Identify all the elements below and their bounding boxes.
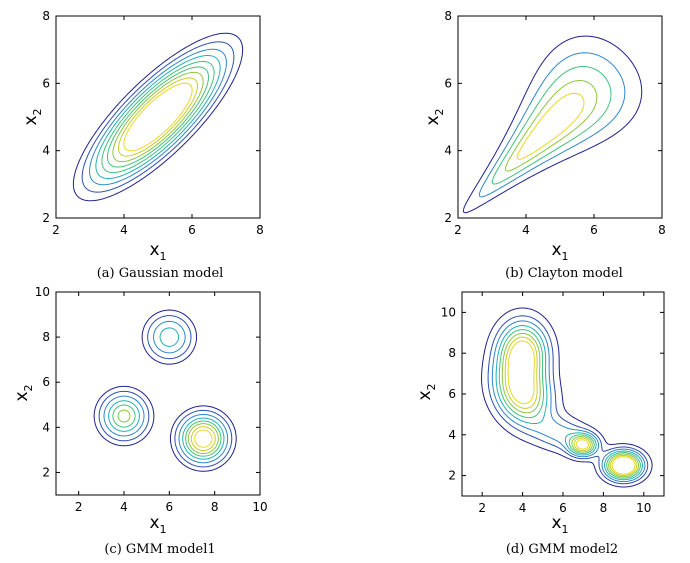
contour-lines-a: [72, 32, 244, 202]
y-axis-label-a: x2: [21, 108, 44, 125]
contour-level-d-7: [504, 336, 638, 476]
contour-level-c-2: [98, 315, 233, 468]
x-tick-label-d: 6: [559, 501, 567, 515]
contour-lines-d: [481, 307, 653, 488]
contour-level-c-3: [103, 320, 229, 464]
contour-level-a-8: [118, 77, 198, 157]
x-tick-label-c: 2: [75, 500, 83, 514]
ticks-a: 2 4 6 8 2 4 6 8: [42, 9, 263, 237]
panel-b: 2 4 6 8 2 4 6 8 x1 x2 (b) Clayton model: [423, 9, 666, 281]
contour-level-a-4: [95, 55, 221, 179]
x-axis-label-d: x1: [551, 513, 568, 536]
x-tick-label-a: 2: [52, 223, 60, 237]
x-tick-label-d: 4: [519, 501, 527, 515]
contour-level-a-1: [72, 32, 244, 202]
x-tick-label-b: 2: [454, 223, 462, 237]
y-axis-label-b: x2: [423, 108, 446, 125]
y-axis-label-d: x2: [415, 383, 438, 400]
x-tick-label-d: 8: [600, 501, 608, 515]
contour-level-b-4: [504, 80, 598, 172]
ticks-b: 2 4 6 8 2 4 6 8: [444, 9, 665, 237]
x-tick-label-a: 6: [188, 223, 196, 237]
x-axis-label-b: x1: [551, 240, 568, 263]
y-tick-label-b: 2: [444, 211, 452, 225]
x-tick-label-b: 8: [658, 223, 666, 237]
caption-b: (b) Clayton model: [505, 266, 623, 281]
panel-d: 2 4 6 8 10 2 4 6 8 10 x1 x2 (d) GMM model2: [415, 291, 665, 557]
y-axis-label-c: x2: [12, 384, 35, 401]
x-tick-label-c: 4: [120, 500, 128, 514]
plot-frame-d: [461, 291, 665, 497]
y-tick-label-c: 6: [42, 375, 50, 389]
x-tick-label-c: 6: [166, 500, 174, 514]
contour-level-d-5: [498, 329, 641, 479]
contour-level-d-6: [501, 332, 640, 478]
panel-c: 2 4 6 8 10 2 4 6 8 10 x1 x2 (c) GMM model1: [12, 285, 268, 557]
x-tick-label-a: 8: [256, 223, 264, 237]
contour-level-c-6: [117, 409, 219, 455]
contour-level-a-9: [123, 82, 193, 152]
y-tick-label-c: 8: [42, 330, 50, 344]
y-tick-label-a: 2: [42, 211, 50, 225]
x-axis-label-a: x1: [149, 240, 166, 263]
contour-level-a-6: [107, 66, 209, 168]
y-tick-label-d: 10: [441, 305, 456, 319]
contour-lines-c: [93, 309, 237, 472]
contour-level-d-4: [495, 325, 643, 481]
contour-level-d-3: [491, 320, 646, 483]
contour-level-d-1: [481, 307, 653, 488]
contour-level-b-2: [478, 52, 626, 198]
y-tick-label-d: 8: [448, 346, 456, 360]
x-tick-label-b: 4: [522, 223, 530, 237]
ticks-d: 2 4 6 8 10 2 4 6 8 10: [441, 292, 664, 515]
panel-a: 2 4 6 8 2 4 6 8 x1 x2 (a) Gaussian model: [21, 9, 264, 281]
plot-frame-c: [55, 291, 261, 496]
x-axis-label-c: x1: [149, 513, 166, 536]
contour-level-d-2: [487, 315, 649, 485]
x-tick-label-d: 10: [636, 501, 651, 515]
y-tick-label-b: 8: [444, 9, 452, 23]
y-tick-label-b: 6: [444, 76, 452, 90]
plot-frame-a: [55, 15, 261, 219]
caption-a: (a) Gaussian model: [97, 266, 224, 281]
caption-c: (c) GMM model1: [104, 542, 215, 557]
contour-level-a-5: [101, 60, 215, 174]
x-tick-label-d: 2: [478, 501, 486, 515]
caption-d: (d) GMM model2: [506, 542, 618, 557]
x-tick-label-c: 10: [252, 500, 267, 514]
y-tick-label-d: 4: [448, 428, 456, 442]
x-tick-label-b: 6: [590, 223, 598, 237]
contour-level-b-3: [491, 66, 612, 185]
ticks-c: 2 4 6 8 10 2 4 6 8 10: [35, 285, 268, 514]
y-tick-label-c: 4: [42, 420, 50, 434]
contour-level-a-7: [112, 71, 204, 163]
contour-level-c-7: [190, 426, 216, 451]
y-tick-label-d: 6: [448, 387, 456, 401]
y-tick-label-b: 4: [444, 144, 452, 158]
y-tick-label-a: 4: [42, 144, 50, 158]
contour-level-d-8: [507, 340, 636, 475]
contour-level-b-5: [516, 92, 585, 160]
y-tick-label-c: 10: [35, 285, 50, 299]
contour-level-a-3: [89, 48, 227, 186]
contour-level-c-4: [108, 327, 225, 460]
x-tick-label-c: 8: [211, 500, 219, 514]
contour-level-c-1: [93, 309, 237, 472]
contour-level-b-1: [462, 35, 643, 214]
y-tick-label-d: 2: [448, 469, 456, 483]
contour-level-a-2: [81, 41, 235, 193]
y-tick-label-a: 8: [42, 9, 50, 23]
contour-level-c-8: [194, 429, 213, 448]
contour-level-c-5: [112, 404, 222, 457]
contour-lines-b: [462, 35, 643, 214]
y-tick-label-c: 2: [42, 465, 50, 479]
y-tick-label-a: 6: [42, 76, 50, 90]
x-tick-label-a: 4: [120, 223, 128, 237]
plot-frame-b: [457, 15, 663, 219]
